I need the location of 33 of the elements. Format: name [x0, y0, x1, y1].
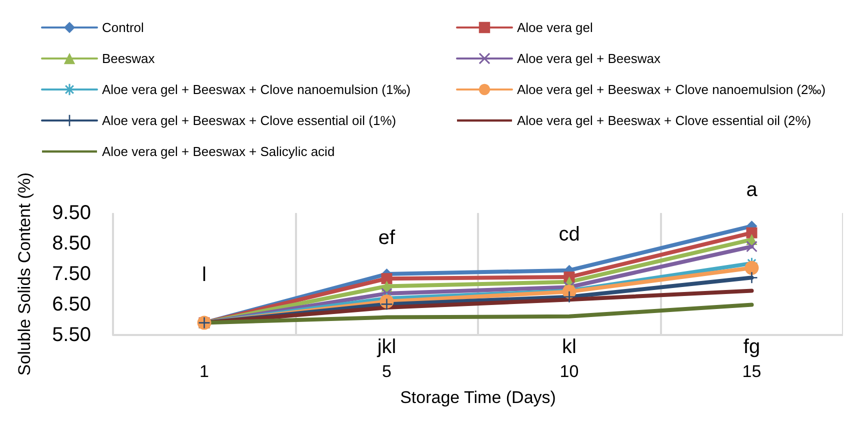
y-axis-title: Soluble Solids Content (%) [15, 172, 34, 376]
x-tick-label: 1 [200, 362, 209, 381]
point [744, 260, 759, 275]
y-tick-label: 9.50 [52, 202, 91, 224]
x-tick-label: 10 [560, 362, 579, 381]
text: fg [743, 336, 760, 358]
x-tick-label: 5 [382, 362, 392, 381]
text: jkl [376, 336, 396, 358]
text: kl [562, 336, 576, 358]
y-tick-label: 7.50 [52, 263, 91, 285]
annotation: cd [558, 223, 580, 246]
legend-label: Aloe vera gel + Beeswax + Clove nanoemulsion (2‰) [517, 82, 826, 97]
y-tick-label: 5.50 [52, 324, 91, 346]
point [381, 273, 392, 284]
y-tick-label: 6.50 [52, 294, 91, 316]
annotation: ef [378, 227, 396, 249]
annotation: l [202, 264, 206, 286]
legend-label: Aloe vera gel + Beeswax [517, 51, 661, 66]
point [564, 291, 575, 302]
y-tick-label: 8.50 [52, 232, 91, 254]
legend-label: Aloe vera gel [517, 20, 593, 35]
legend-label: Control [102, 20, 144, 35]
point [746, 227, 758, 238]
legend-label: Aloe vera gel + Beeswax + Salicylic acid [102, 144, 335, 159]
point [381, 298, 392, 310]
x-axis-title: Storage Time (Days) [400, 388, 556, 407]
legend-label: Aloe vera gel + Beeswax + Clove essential oil (1%) [102, 113, 396, 128]
text: a [746, 179, 758, 202]
x-tick-label: 15 [742, 362, 762, 381]
legend-label: Aloe vera gel + Beeswax + Clove nanoemulsion (1‰) [102, 82, 411, 97]
legend-label: Aloe vera gel + Beeswax + Clove essential oil (2%) [517, 113, 812, 128]
point [746, 241, 758, 252]
legend-label: Beeswax [102, 51, 156, 66]
